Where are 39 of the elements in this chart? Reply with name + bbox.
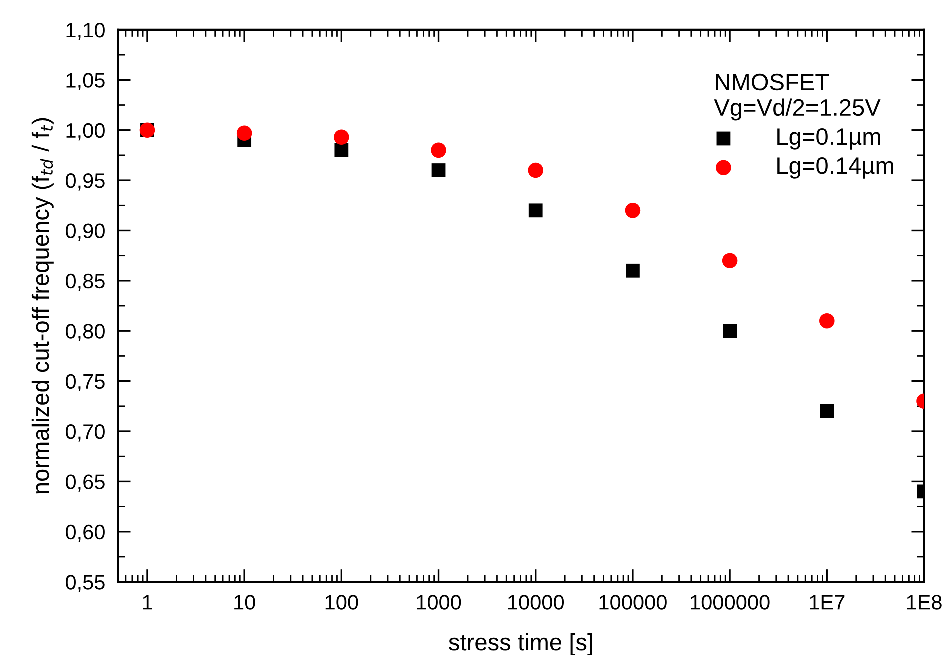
y-tick-label: 0,90 xyxy=(66,224,105,241)
y-tick-label: 0,55 xyxy=(66,575,105,592)
y-axis-title: normalized cut-off frequency (f$_{td}$ / f$_{t}$) xyxy=(32,118,54,494)
x-tick-label: 1000 xyxy=(417,595,462,610)
legend-label: Lg=0.14µm xyxy=(778,158,894,179)
x-tick-label: 10000 xyxy=(508,595,564,610)
point xyxy=(723,324,737,338)
point xyxy=(432,164,446,178)
point xyxy=(528,204,543,218)
point xyxy=(820,313,835,329)
point xyxy=(236,126,252,142)
x-tick-label: 10 xyxy=(234,595,256,610)
x-tick-label: 1E7 xyxy=(810,595,845,610)
point xyxy=(625,203,641,218)
x-tick-label: 1000000 xyxy=(691,595,770,610)
y-tick-label: 0,85 xyxy=(66,274,105,292)
y-tick-label: 0,75 xyxy=(66,374,105,392)
point xyxy=(722,253,738,268)
legend-label: Lg=0.1µm xyxy=(778,128,880,150)
x-tick-label: 100000 xyxy=(600,595,667,610)
x-tick-label: 1 xyxy=(143,595,152,610)
point xyxy=(334,130,350,146)
y-tick-label: 0,60 xyxy=(66,524,105,542)
point xyxy=(334,143,349,158)
y-tick-label: 0,95 xyxy=(66,174,105,191)
y-tick-label: 1,05 xyxy=(66,73,105,90)
y-tick-label: 1,00 xyxy=(66,123,105,141)
point xyxy=(626,264,640,278)
y-tick-label: 0,65 xyxy=(66,474,105,492)
point xyxy=(528,162,544,178)
x-tick-label: 100 xyxy=(326,595,358,610)
x-tick-label: 1E8 xyxy=(907,595,942,610)
point xyxy=(820,404,834,418)
y-tick-label: 0,70 xyxy=(66,424,105,442)
legend-title: NMOSFET Vg=Vd/2=1.25V xyxy=(714,74,881,121)
y-tick-label: 0,80 xyxy=(66,324,105,342)
y-tick-label: 1,10 xyxy=(66,22,105,40)
x-axis-title: stress time [s] xyxy=(449,633,592,656)
point xyxy=(431,142,446,158)
